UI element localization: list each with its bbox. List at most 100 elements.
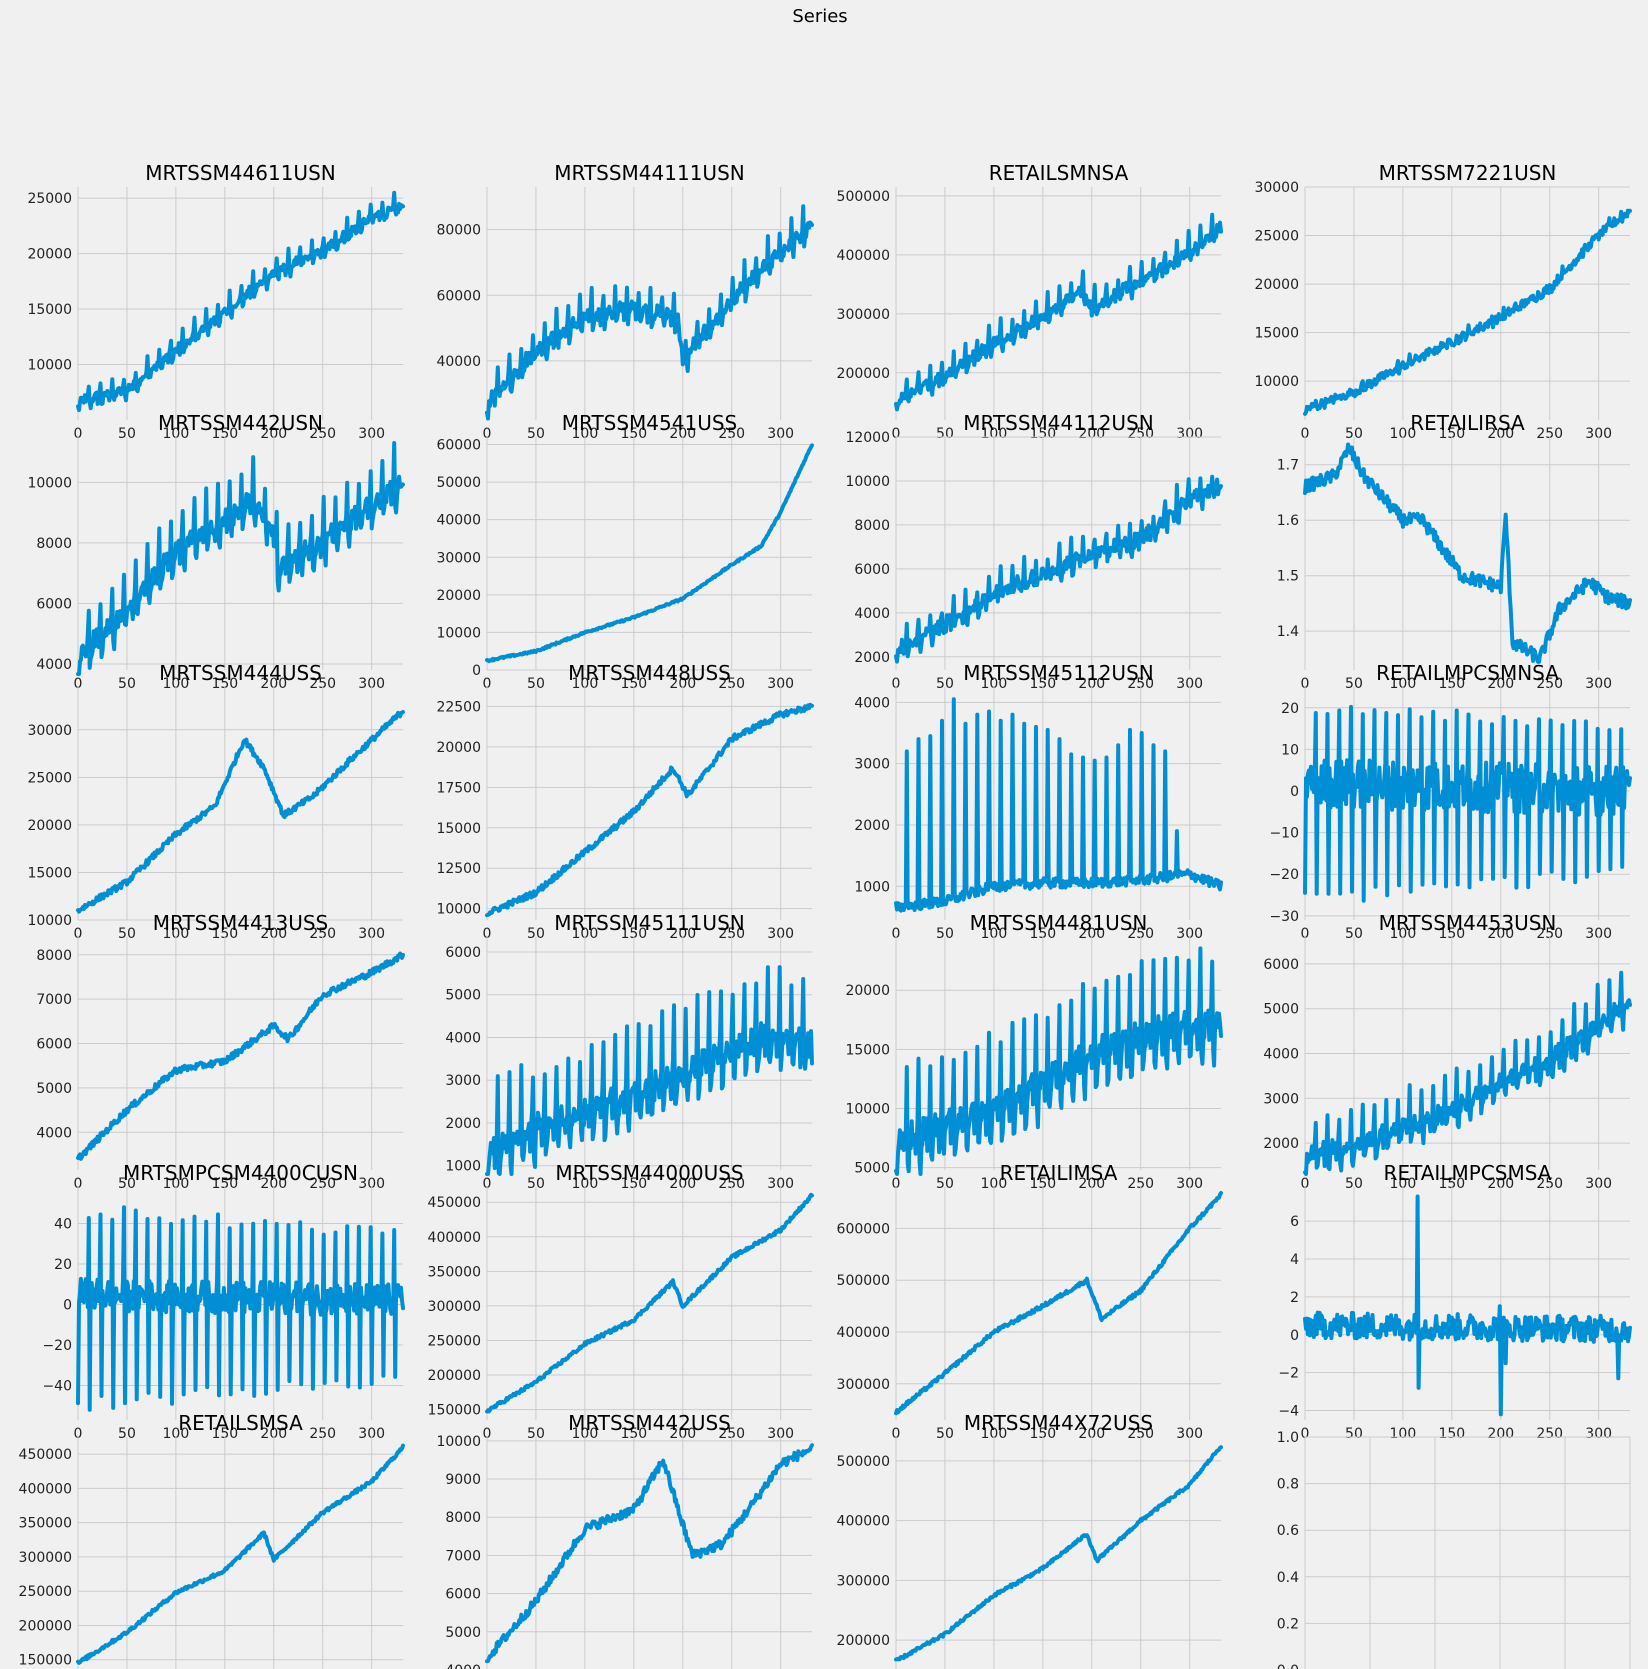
x-tick-label: 50 — [527, 926, 545, 942]
subplot-title: RETAILMPCSMSA — [1384, 1161, 1552, 1185]
y-tick-label: 400000 — [428, 1230, 481, 1246]
y-tick-label: 1000 — [445, 1159, 481, 1175]
x-tick-label: 150 — [211, 1176, 238, 1192]
y-tick-label: 2000 — [854, 650, 890, 666]
subplot: 0 50 100 150 200 250 300 5000 10000 15000 20000 MRT… — [845, 911, 1223, 1192]
subplot-title: MRTSSM448USS — [568, 661, 731, 685]
x-tick-label: 100 — [1390, 926, 1417, 942]
subplot: 0 50 100 150 200 250 300 300000 400000 500000 6000… — [837, 1161, 1223, 1442]
x-tick-label: 0 — [892, 926, 901, 942]
x-tick-label: 200 — [260, 1176, 287, 1192]
figure-suptitle: Series — [792, 6, 847, 27]
x-tick-label: 200 — [669, 926, 696, 942]
series-line — [1303, 704, 1632, 903]
x-tick-label: 100 — [1390, 676, 1417, 692]
x-tick-label: 50 — [118, 1426, 136, 1442]
series-line — [894, 474, 1223, 664]
subplot-title: MRTSSM442USN — [158, 411, 323, 435]
x-tick-label: 50 — [936, 1426, 954, 1442]
x-tick-label: 300 — [1585, 426, 1612, 442]
x-tick-label: 150 — [620, 926, 647, 942]
subplot: 0 50 100 150 200 250 300 −4 −2 0 2 4 6 RETAILMPCSMSA — [1278, 1161, 1632, 1442]
x-tick-label: 150 — [620, 676, 647, 692]
y-tick-label: 0 — [63, 1298, 72, 1314]
y-tick-label: 4000 — [1263, 1047, 1299, 1063]
y-tick-label: 6000 — [445, 945, 481, 961]
y-tick-label: 25000 — [1254, 229, 1299, 245]
y-tick-label: 1.5 — [1277, 569, 1299, 585]
x-tick-label: 300 — [358, 926, 385, 942]
series-line — [485, 204, 814, 421]
x-tick-label: 300 — [767, 1426, 794, 1442]
y-tick-label: 400000 — [19, 1481, 72, 1497]
subplot-title: RETAILSMSA — [178, 1411, 303, 1435]
x-tick-label: 100 — [572, 1426, 599, 1442]
x-tick-label: 200 — [260, 676, 287, 692]
x-tick-label: 100 — [163, 1176, 190, 1192]
y-tick-label: 0 — [472, 663, 481, 679]
x-tick-label: 50 — [527, 676, 545, 692]
y-tick-label: 10000 — [1254, 374, 1299, 390]
y-tick-label: 10000 — [436, 1434, 481, 1450]
y-tick-label: 200000 — [19, 1618, 72, 1634]
series-line — [894, 697, 1223, 913]
subplot-title: MRTSSM44611USN — [145, 161, 335, 185]
x-tick-label: 200 — [1078, 926, 1105, 942]
y-tick-label: 15000 — [27, 865, 72, 881]
subplot-title: RETAILSMNSA — [989, 161, 1129, 185]
x-tick-label: 0 — [892, 426, 901, 442]
x-tick-label: 300 — [767, 426, 794, 442]
x-tick-label: 200 — [669, 426, 696, 442]
y-tick-label: 3000 — [445, 1073, 481, 1089]
y-tick-label: 1.6 — [1277, 513, 1299, 529]
series-line — [1303, 1194, 1632, 1417]
y-tick-label: 4 — [1290, 1252, 1299, 1268]
y-tick-label: 20 — [54, 1257, 72, 1273]
x-tick-label: 200 — [1487, 1426, 1514, 1442]
y-tick-label: 8000 — [36, 948, 72, 964]
x-tick-label: 150 — [620, 1426, 647, 1442]
y-tick-label: 500000 — [837, 189, 890, 205]
series-line — [485, 965, 814, 1176]
x-tick-label: 250 — [1127, 1426, 1154, 1442]
x-tick-label: 300 — [358, 1176, 385, 1192]
y-tick-label: 5000 — [445, 1625, 481, 1641]
x-tick-label: 50 — [118, 1176, 136, 1192]
subplot: 0 50 100 150 200 250 300 10000 15000 20000 25000 30… — [27, 661, 405, 942]
subplot: 0 50 100 150 200 250 300 1.4 1.5 1.6 1.7 RETAILIRSA — [1277, 411, 1632, 692]
y-tick-label: 25000 — [27, 191, 72, 207]
x-tick-label: 250 — [1127, 676, 1154, 692]
x-tick-label: 100 — [1390, 1426, 1417, 1442]
x-tick-label: 0 — [483, 676, 492, 692]
y-tick-label: 1.0 — [1277, 1430, 1299, 1446]
x-tick-label: 200 — [669, 1426, 696, 1442]
x-tick-label: 100 — [981, 426, 1008, 442]
y-tick-label: 0.4 — [1277, 1570, 1299, 1586]
x-tick-label: 50 — [1345, 676, 1363, 692]
subplot: 0 50 100 150 200 250 300 200000 300000 400000 5000… — [837, 161, 1223, 442]
y-tick-label: 20000 — [27, 818, 72, 834]
x-tick-label: 50 — [1345, 1176, 1363, 1192]
x-tick-label: 100 — [572, 676, 599, 692]
x-tick-label: 50 — [936, 1176, 954, 1192]
x-tick-label: 150 — [1029, 426, 1056, 442]
x-tick-label: 250 — [1127, 1176, 1154, 1192]
y-tick-label: 20000 — [436, 740, 481, 756]
series-line — [485, 702, 814, 918]
y-tick-label: 50000 — [436, 475, 481, 491]
x-tick-label: 200 — [260, 926, 287, 942]
series-line — [76, 190, 405, 413]
y-tick-label: 6000 — [36, 596, 72, 612]
y-tick-label: 10000 — [845, 474, 890, 490]
y-tick-label: 60000 — [436, 288, 481, 304]
y-tick-label: 20000 — [436, 588, 481, 604]
y-tick-label: 60000 — [436, 438, 481, 454]
y-tick-label: 7000 — [36, 992, 72, 1008]
x-tick-label: 300 — [1176, 676, 1203, 692]
x-tick-label: 150 — [1029, 1426, 1056, 1442]
x-tick-label: 0 — [1301, 676, 1310, 692]
x-tick-label: 0 — [483, 426, 492, 442]
y-tick-label: 7000 — [445, 1548, 481, 1564]
y-tick-label: 40000 — [436, 513, 481, 529]
subplot-title: MRTSSM44X72USS — [964, 1411, 1153, 1435]
